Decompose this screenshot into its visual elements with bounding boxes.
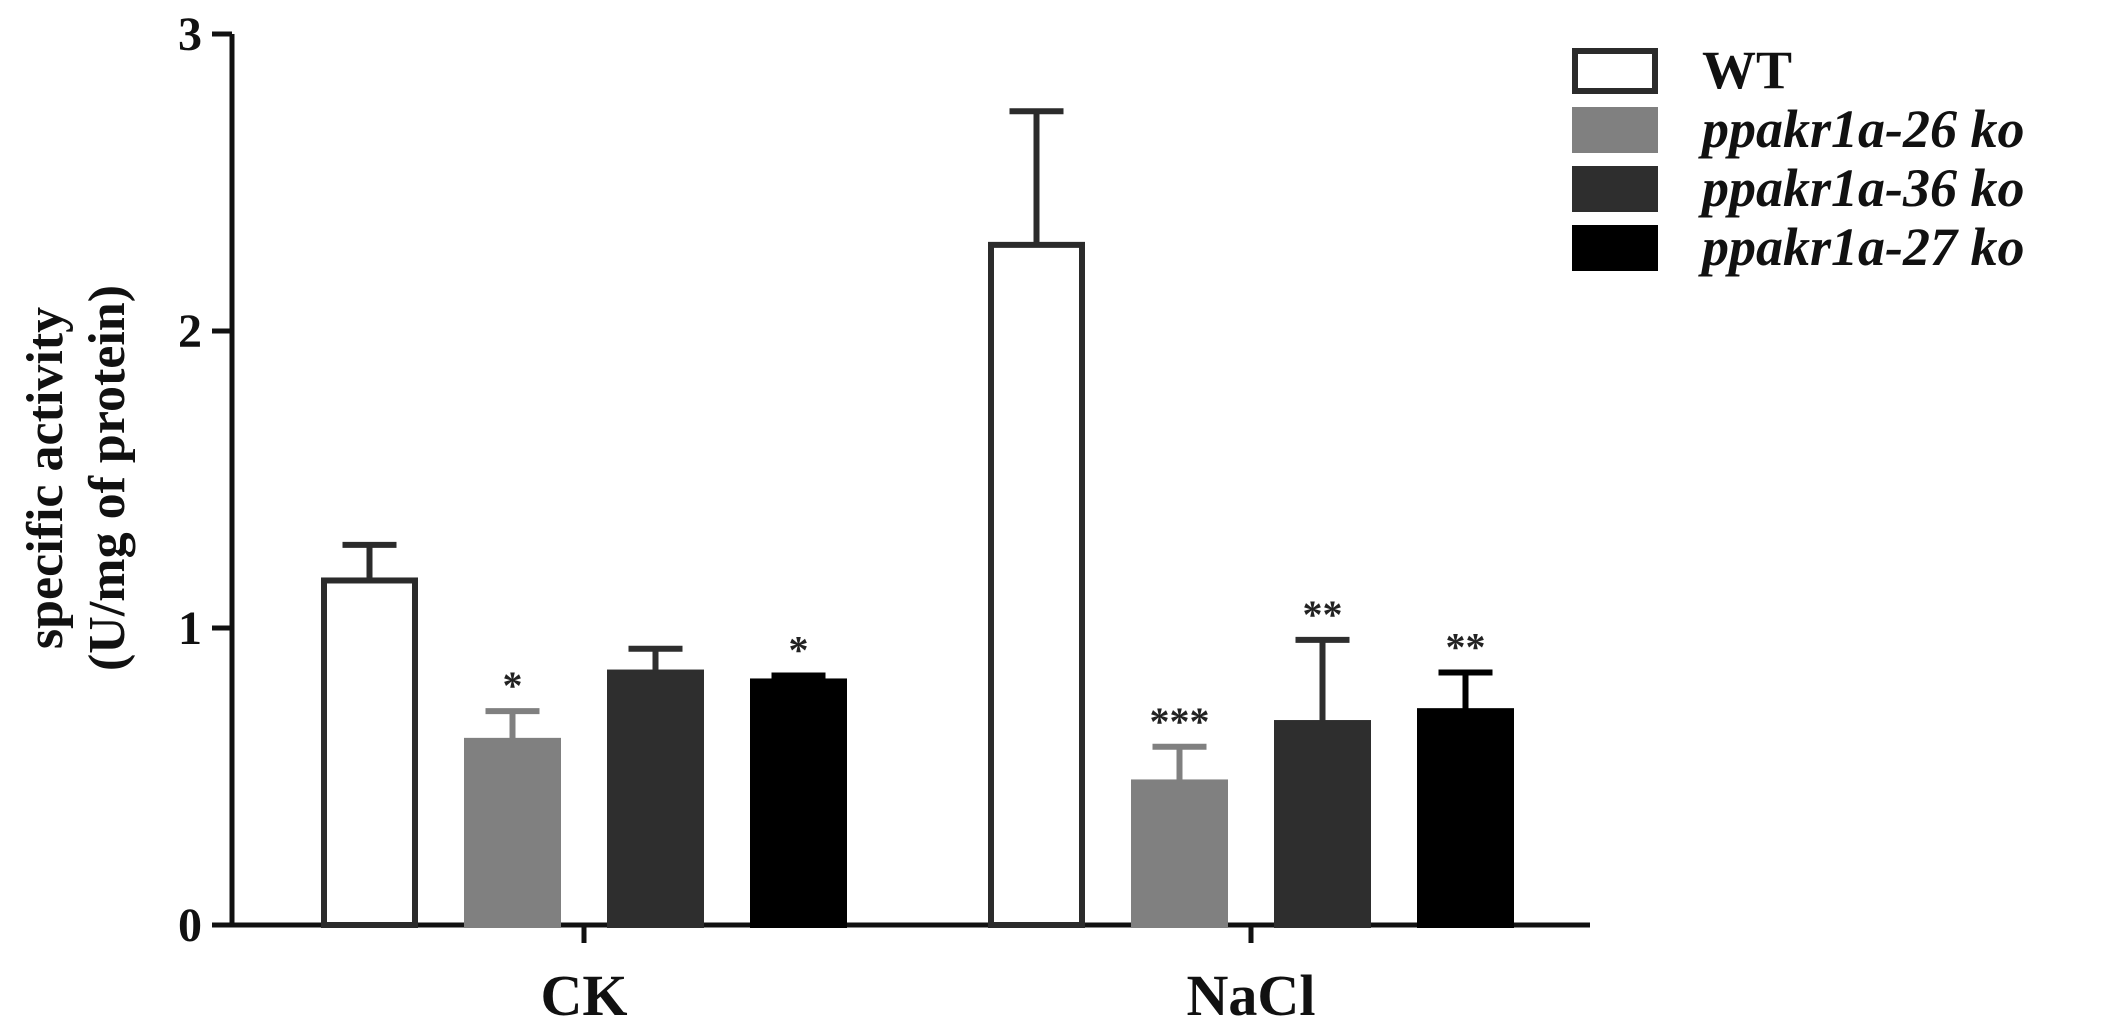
bar [988,241,1085,928]
significance-label: *** [1150,699,1210,744]
significance-label: ** [1303,592,1343,637]
legend-swatch [1572,225,1658,271]
bar [321,577,418,928]
y-tick-label: 1 [178,602,202,655]
bar [1274,720,1371,928]
bar [607,669,704,928]
y-tick-label: 3 [178,8,202,61]
legend-swatch [1572,107,1658,153]
significance-label: ** [1446,625,1486,670]
legend-label: WT [1702,40,1792,100]
x-category-label: NaCl [1187,963,1316,1028]
y-axis-label: specific activity (U/mg of protein) [17,285,136,671]
y-axis-label-line2: (U/mg of protein) [79,285,136,671]
legend-swatch [1572,166,1658,212]
legend-label: ppakr1a-27 ko [1698,217,2025,277]
bar [464,737,561,928]
legend-label: ppakr1a-36 ko [1698,158,2025,218]
significance-label: * [789,628,809,673]
significance-label: * [503,663,523,708]
legend-label: ppakr1a-26 ko [1698,99,2025,159]
legend-swatch [1572,48,1658,94]
y-tick-label: 0 [178,899,202,952]
x-category-label: CK [541,963,628,1028]
bar [750,678,847,929]
y-axis-label-line1: specific activity [17,307,74,649]
bar [1131,779,1228,928]
y-tick-label: 2 [178,305,202,358]
bar [1417,708,1514,928]
